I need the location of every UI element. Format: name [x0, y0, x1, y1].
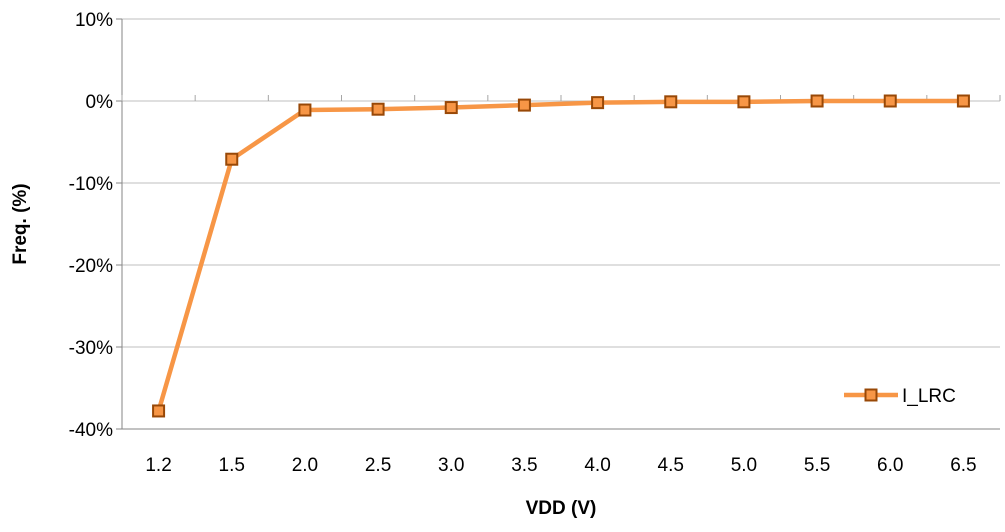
- data-point-marker: [810, 94, 824, 108]
- legend-marker-swatch: [864, 388, 878, 402]
- x-tick-labels: 1.2 1.5 2.0 2.5 3.0 3.5 4.0 4.5 5.0 5.5 6.0 6.5: [145, 455, 976, 476]
- axes: [116, 18, 1001, 430]
- x-tick-label: 4.5: [658, 455, 684, 476]
- y-tick-label: -40%: [69, 420, 113, 441]
- y-tick-label: 0%: [86, 92, 114, 113]
- y-tick-label: -20%: [69, 256, 113, 277]
- data-point-marker: [737, 95, 751, 109]
- x-axis-title: VDD (V): [526, 498, 597, 519]
- legend: I_LRC: [844, 386, 956, 407]
- y-axis-title: Freq. (%): [10, 183, 31, 264]
- data-point-marker: [152, 404, 166, 418]
- x-tick-label: 1.5: [219, 455, 245, 476]
- data-point-marker: [956, 94, 970, 108]
- data-point-marker: [517, 98, 531, 112]
- x-tick-label: 4.0: [584, 455, 610, 476]
- x-tick-label: 2.0: [292, 455, 318, 476]
- gridlines: [122, 18, 1000, 348]
- data-point-marker: [883, 94, 897, 108]
- data-point-marker: [664, 95, 678, 109]
- data-point-marker: [444, 101, 458, 115]
- data-point-marker: [591, 96, 605, 110]
- x-tick-label: 1.2: [145, 455, 171, 476]
- legend-label: I_LRC: [902, 386, 956, 407]
- data-point-marker: [371, 102, 385, 116]
- y-tick-labels: 10% 0% -10% -20% -30% -40%: [69, 10, 113, 441]
- x-tick-label: 5.5: [804, 455, 830, 476]
- x-tick-label: 3.0: [438, 455, 464, 476]
- y-tick-label: 10%: [75, 10, 113, 31]
- data-point-marker: [225, 152, 239, 166]
- x-tick-label: 3.5: [511, 455, 537, 476]
- series-line: [156, 98, 966, 414]
- y-tick-label: -10%: [69, 174, 113, 195]
- y-tick-label: -30%: [69, 338, 113, 359]
- x-tick-label: 5.0: [731, 455, 757, 476]
- x-tick-label: 6.0: [877, 455, 903, 476]
- data-point-marker: [298, 103, 312, 117]
- x-tick-label: 6.5: [950, 455, 976, 476]
- x-tick-label: 2.5: [365, 455, 391, 476]
- series-group: [152, 94, 970, 418]
